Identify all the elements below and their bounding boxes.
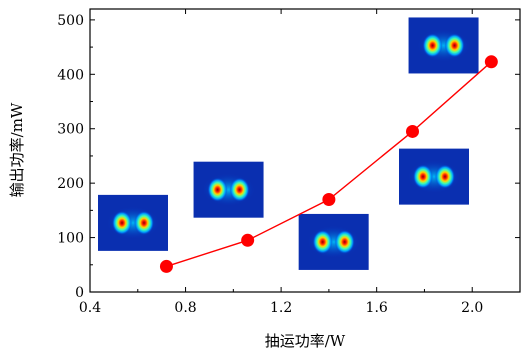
y-tick-label: 200 (57, 176, 84, 192)
x-tick-label: 0.8 (174, 300, 196, 316)
y-axis-ticks: 0 100 200 300 400 500 (57, 13, 520, 301)
inset-lobe-right (435, 164, 455, 189)
x-axis-title: 抽运功率/W (265, 332, 346, 350)
x-tick-label: 1.6 (366, 300, 388, 316)
inset-lobe-right (134, 210, 154, 235)
data-point (241, 233, 255, 247)
beam-profile-inset (193, 161, 264, 218)
x-tick-label: 1.2 (270, 300, 292, 316)
data-point (322, 192, 336, 206)
inset-lobe-left (207, 177, 228, 202)
y-tick-label: 300 (57, 122, 84, 138)
inset-lobe-right (444, 33, 465, 58)
inset-lobe-left (312, 229, 333, 254)
x-axis-ticks: 0.4 0.8 1.2 1.6 2.0 (79, 9, 483, 316)
data-point (159, 259, 173, 273)
series (159, 55, 498, 273)
x-tick-label: 0.4 (79, 300, 101, 316)
beam-profile-inset (408, 17, 479, 74)
plot-frame (89, 8, 521, 293)
y-tick-label: 100 (57, 231, 84, 247)
x-tick-label: 2.0 (461, 300, 483, 316)
beam-profile-inset (399, 148, 469, 205)
data-point (484, 55, 498, 69)
y-tick-label: 0 (75, 285, 84, 301)
inset-lobe-right (334, 229, 355, 254)
inset-lobe-left (413, 164, 433, 189)
y-tick-label: 500 (57, 13, 84, 29)
y-axis-title: 输出功率/mW (8, 102, 26, 197)
inset-lobe-left (112, 210, 132, 235)
beam-profile-insets (98, 17, 479, 270)
beam-profile-inset (298, 213, 369, 270)
beam-profile-inset (98, 194, 168, 251)
data-point (406, 124, 419, 138)
inset-lobe-right (229, 177, 250, 202)
inset-lobe-left (422, 33, 443, 58)
y-tick-label: 400 (57, 67, 84, 83)
